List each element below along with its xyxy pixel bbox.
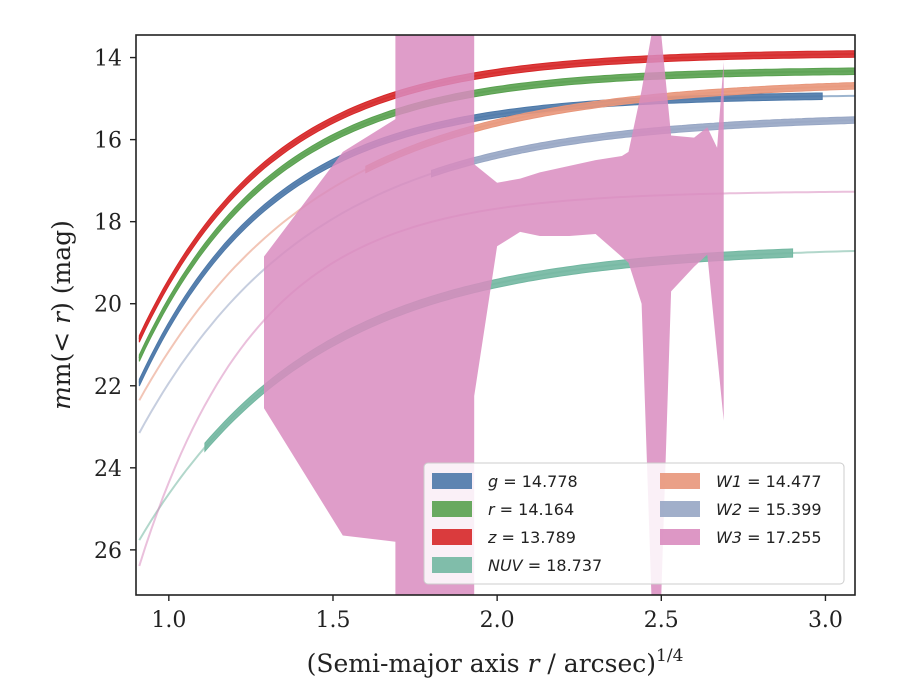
y-tick-label: 26 (94, 539, 122, 564)
x-tick-label: 3.0 (808, 608, 843, 633)
data-band-w3 (264, 35, 724, 595)
y-axis-label: mm(< r) (mag) (47, 220, 76, 410)
y-tick-label: 14 (94, 47, 122, 72)
x-axis-label: (Semi-major axis r / arcsec)1/4 (307, 646, 684, 678)
y-tick-label: 18 (94, 211, 122, 236)
y-tick-label: 16 (94, 129, 122, 154)
legend-swatch-w1 (660, 473, 700, 489)
legend-item-w3: W3 = 17.255 (660, 528, 822, 547)
y-tick-label: 22 (94, 375, 122, 400)
plot-series (138, 35, 855, 595)
data-band-w1 (365, 81, 855, 174)
legend-item-z: z = 13.789 (432, 528, 576, 547)
plot-frame (135, 34, 856, 596)
legend: g = 14.778 r = 14.164 z = 13.789 NUV = 18.7… (423, 462, 845, 585)
series-w3 (138, 35, 855, 595)
x-tick-label: 1.0 (151, 608, 186, 633)
legend-swatch-z (432, 529, 472, 545)
axis-ticks: 1.0 1.5 2.0 2.5 3.0 14 16 18 20 22 24 26 (94, 47, 843, 633)
legend-item-w1: W1 = 14.477 (660, 472, 822, 491)
legend-label-z: z = 13.789 (487, 528, 576, 547)
x-tick-label: 1.5 (315, 608, 350, 633)
y-tick-label: 24 (94, 457, 122, 482)
data-band-r (138, 67, 855, 362)
legend-label-w1: W1 = 14.477 (716, 472, 822, 491)
legend-swatch-w3 (660, 529, 700, 545)
legend-swatch-g (432, 473, 472, 489)
x-tick-label: 2.0 (480, 608, 515, 633)
legend-label-r: r = 14.164 (488, 500, 574, 519)
data-band-z (138, 50, 855, 343)
series-r (138, 67, 855, 362)
legend-label-w3: W3 = 17.255 (716, 528, 822, 547)
series-w1 (138, 81, 855, 401)
data-band-w2 (431, 116, 855, 178)
legend-item-w2: W2 = 15.399 (660, 500, 822, 519)
legend-item-g: g = 14.778 (432, 472, 578, 491)
x-tick-label: 2.5 (644, 608, 679, 633)
series-z (138, 50, 855, 343)
legend-swatch-r (432, 501, 472, 517)
y-tick-label: 20 (94, 293, 122, 318)
legend-item-r: r = 14.164 (432, 500, 574, 519)
legend-box (423, 462, 845, 585)
legend-label-nuv: NUV = 18.737 (488, 556, 602, 575)
legend-label-w2: W2 = 15.399 (716, 500, 822, 519)
series-w2 (138, 116, 855, 434)
legend-item-nuv: NUV = 18.737 (432, 556, 602, 575)
legend-label-g: g = 14.778 (488, 472, 578, 491)
legend-swatch-nuv (432, 557, 472, 573)
legend-swatch-w2 (660, 501, 700, 517)
